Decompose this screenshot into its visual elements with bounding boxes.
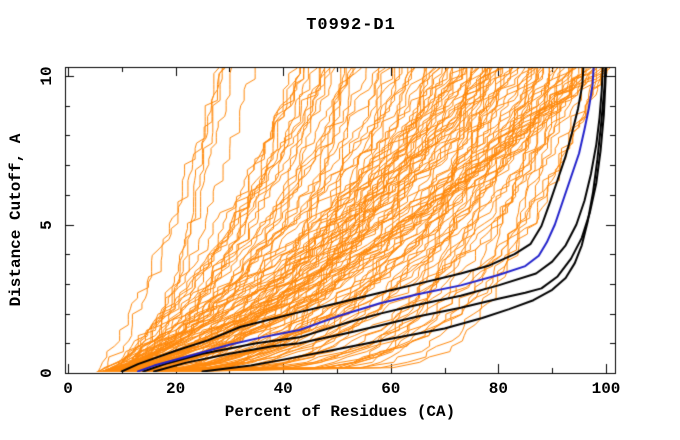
x-tick-label-80: 80 [488, 380, 508, 398]
chart-title: T0992-D1 [306, 16, 396, 35]
y-tick-label-5: 5 [38, 219, 56, 230]
x-axis-label: Percent of Residues (CA) [224, 403, 456, 421]
x-tick-label-0: 0 [63, 380, 73, 398]
x-tick-label-60: 60 [381, 380, 401, 398]
y-axis-label: Distance Cutoff, A [7, 133, 25, 307]
y-tick-label-0: 0 [38, 368, 56, 378]
x-tick-label-20: 20 [165, 380, 186, 398]
x-tick-label-100: 100 [591, 380, 621, 398]
y-tick-label-10: 10 [38, 66, 56, 86]
x-tick-label-40: 40 [273, 380, 293, 398]
